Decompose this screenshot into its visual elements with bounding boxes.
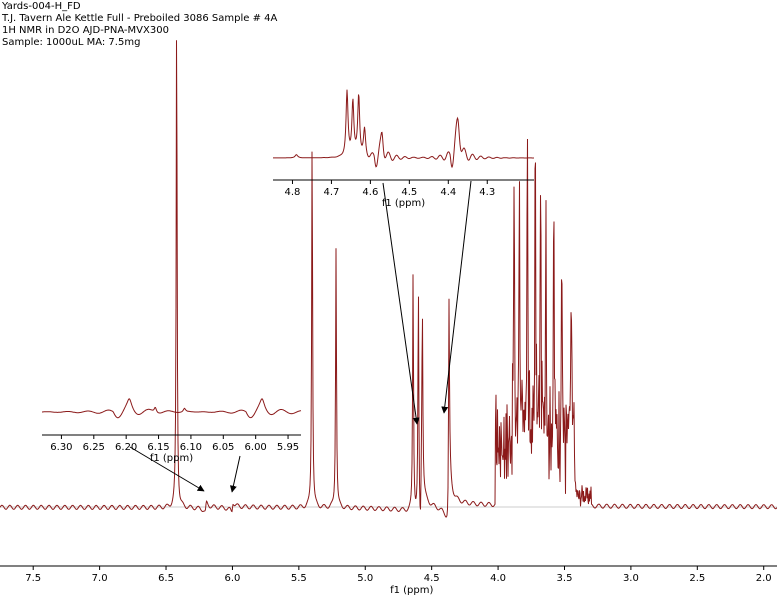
- inset-lower-x-axis-title: f1 (ppm): [150, 453, 193, 464]
- main-x-axis-title: f1 (ppm): [390, 585, 433, 596]
- inset-x-tick-label: 6.05: [212, 442, 234, 453]
- main-x-tick-label: 2.0: [756, 573, 772, 584]
- main-x-tick-label: 4.5: [424, 573, 440, 584]
- inset-lower-trace: [42, 398, 302, 419]
- inset-upper-x-ticks: 4.8 4.7 4.6 4.5 4.4 4.3: [285, 180, 495, 198]
- annotation-arrow: [382, 182, 420, 425]
- main-x-tick-label: 5.0: [357, 573, 373, 584]
- inset-lower: 6.30 6.25 6.20 6.15 6.10 6.05 6.00 5.95 f1 (ppm…: [42, 398, 302, 464]
- inset-x-tick-label: 4.8: [285, 187, 301, 198]
- nmr-method: 1H NMR in D2O AJD-PNA-MVX300: [2, 25, 169, 36]
- main-x-tick-label: 7.0: [92, 573, 108, 584]
- sample-id: Yards-004-H_FD: [2, 1, 81, 12]
- sample-info: Sample: 1000uL MA: 7.5mg: [2, 37, 141, 48]
- annotation-arrow: [441, 180, 472, 414]
- inset-upper: 4.8 4.7 4.6 4.5 4.4 4.3 f1 (ppm): [273, 89, 534, 209]
- inset-x-tick-label: 6.10: [180, 442, 202, 453]
- inset-x-tick-label: 4.6: [362, 187, 378, 198]
- main-x-tick-label: 5.5: [291, 573, 307, 584]
- inset-x-tick-label: 5.95: [277, 442, 299, 453]
- main-x-tick-label: 3.0: [623, 573, 639, 584]
- main-spectrum-trace: [0, 40, 777, 518]
- annotation-arrow: [229, 455, 241, 493]
- inset-lower-x-ticks: 6.30 6.25 6.20 6.15 6.10 6.05 6.00 5.95: [50, 435, 299, 453]
- main-x-ticks: 7.5 7.0 6.5 6.0 5.5 5.0 4.5 4.0 3.5 3.0 2.5 2.0: [25, 566, 772, 584]
- inset-upper-x-axis-title: f1 (ppm): [382, 198, 425, 209]
- main-x-tick-label: 6.0: [224, 573, 240, 584]
- inset-x-tick-label: 4.5: [401, 187, 417, 198]
- spectrum-header: Yards-004-H_FD T.J. Tavern Ale Kettle Fu…: [2, 1, 277, 49]
- inset-upper-trace: [273, 89, 534, 169]
- inset-x-tick-label: 6.15: [147, 442, 169, 453]
- main-x-tick-label: 2.5: [689, 573, 705, 584]
- inset-x-tick-label: 4.3: [479, 187, 495, 198]
- inset-x-tick-label: 4.4: [440, 187, 456, 198]
- main-x-tick-label: 6.5: [158, 573, 174, 584]
- main-spectrum: 7.5 7.0 6.5 6.0 5.5 5.0 4.5 4.0 3.5 3.0 2.5 2.0 f1 …: [0, 40, 777, 596]
- main-x-tick-label: 7.5: [25, 573, 41, 584]
- inset-x-tick-label: 6.20: [115, 442, 137, 453]
- inset-x-tick-label: 6.30: [50, 442, 72, 453]
- inset-x-tick-label: 6.25: [83, 442, 105, 453]
- inset-x-tick-label: 6.00: [245, 442, 267, 453]
- annotation-arrows: [129, 180, 472, 493]
- annotation-arrow: [129, 446, 205, 492]
- inset-x-tick-label: 4.7: [323, 187, 339, 198]
- sample-description: T.J. Tavern Ale Kettle Full - Preboiled …: [2, 13, 278, 24]
- main-x-tick-label: 3.5: [557, 573, 573, 584]
- main-x-tick-label: 4.0: [490, 573, 506, 584]
